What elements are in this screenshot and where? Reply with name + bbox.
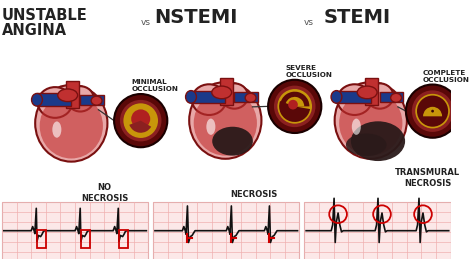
Text: vs: vs	[140, 18, 150, 27]
Bar	[337, 91, 371, 103]
Bar	[153, 202, 300, 261]
Wedge shape	[279, 101, 310, 122]
Bar	[37, 230, 46, 248]
Ellipse shape	[352, 119, 361, 135]
Circle shape	[406, 85, 459, 138]
Text: STEMI: STEMI	[323, 9, 391, 27]
Bar	[220, 78, 233, 105]
Bar	[66, 81, 79, 108]
Circle shape	[415, 94, 450, 128]
Circle shape	[123, 103, 158, 138]
Ellipse shape	[206, 119, 215, 135]
Ellipse shape	[212, 86, 232, 99]
Bar	[119, 230, 128, 248]
Text: SEVERE
OCCLUSION: SEVERE OCCLUSION	[285, 65, 332, 78]
Text: NECROSIS: NECROSIS	[230, 190, 277, 199]
Ellipse shape	[40, 93, 103, 159]
Circle shape	[274, 86, 316, 127]
Ellipse shape	[38, 87, 72, 118]
Bar	[365, 78, 378, 105]
Ellipse shape	[58, 89, 78, 102]
Text: vs: vs	[304, 18, 314, 27]
Ellipse shape	[331, 91, 342, 103]
Bar	[2, 202, 148, 261]
Text: NO
NECROSIS: NO NECROSIS	[81, 183, 128, 203]
Wedge shape	[423, 107, 442, 116]
Ellipse shape	[52, 122, 61, 138]
Ellipse shape	[357, 86, 377, 99]
Circle shape	[268, 80, 321, 133]
Text: COMPLETE
OCCLUSION: COMPLETE OCCLUSION	[423, 70, 470, 83]
Ellipse shape	[351, 121, 405, 161]
Ellipse shape	[32, 93, 42, 106]
Ellipse shape	[346, 134, 387, 156]
Bar	[191, 91, 225, 103]
Circle shape	[412, 90, 453, 132]
Ellipse shape	[335, 82, 407, 159]
Wedge shape	[129, 121, 151, 133]
Wedge shape	[286, 97, 304, 106]
Ellipse shape	[91, 96, 102, 105]
Bar	[81, 230, 90, 248]
Text: TRANSMURAL
NECROSIS: TRANSMURAL NECROSIS	[395, 168, 460, 188]
Text: NSTEMI: NSTEMI	[154, 9, 237, 27]
Circle shape	[417, 95, 448, 127]
Circle shape	[288, 100, 298, 110]
Ellipse shape	[212, 127, 253, 156]
Ellipse shape	[245, 93, 256, 102]
Text: UNSTABLE
ANGINA: UNSTABLE ANGINA	[2, 9, 88, 38]
Wedge shape	[280, 92, 310, 111]
Ellipse shape	[67, 86, 94, 111]
Ellipse shape	[221, 83, 248, 109]
Ellipse shape	[337, 84, 372, 115]
Circle shape	[131, 109, 150, 128]
Ellipse shape	[194, 91, 257, 156]
Ellipse shape	[189, 82, 262, 159]
Circle shape	[114, 94, 167, 147]
Circle shape	[431, 110, 434, 113]
Bar	[234, 92, 258, 102]
Ellipse shape	[186, 91, 196, 103]
Bar	[304, 202, 451, 261]
Ellipse shape	[391, 93, 401, 102]
Ellipse shape	[339, 91, 402, 156]
Bar	[37, 93, 71, 106]
Ellipse shape	[35, 85, 108, 162]
Bar	[80, 95, 104, 105]
Ellipse shape	[366, 83, 393, 109]
Text: MINIMAL
OCCLUSION: MINIMAL OCCLUSION	[131, 79, 178, 92]
Circle shape	[120, 100, 162, 142]
Circle shape	[277, 89, 312, 124]
Bar	[380, 92, 403, 102]
Ellipse shape	[192, 84, 226, 115]
